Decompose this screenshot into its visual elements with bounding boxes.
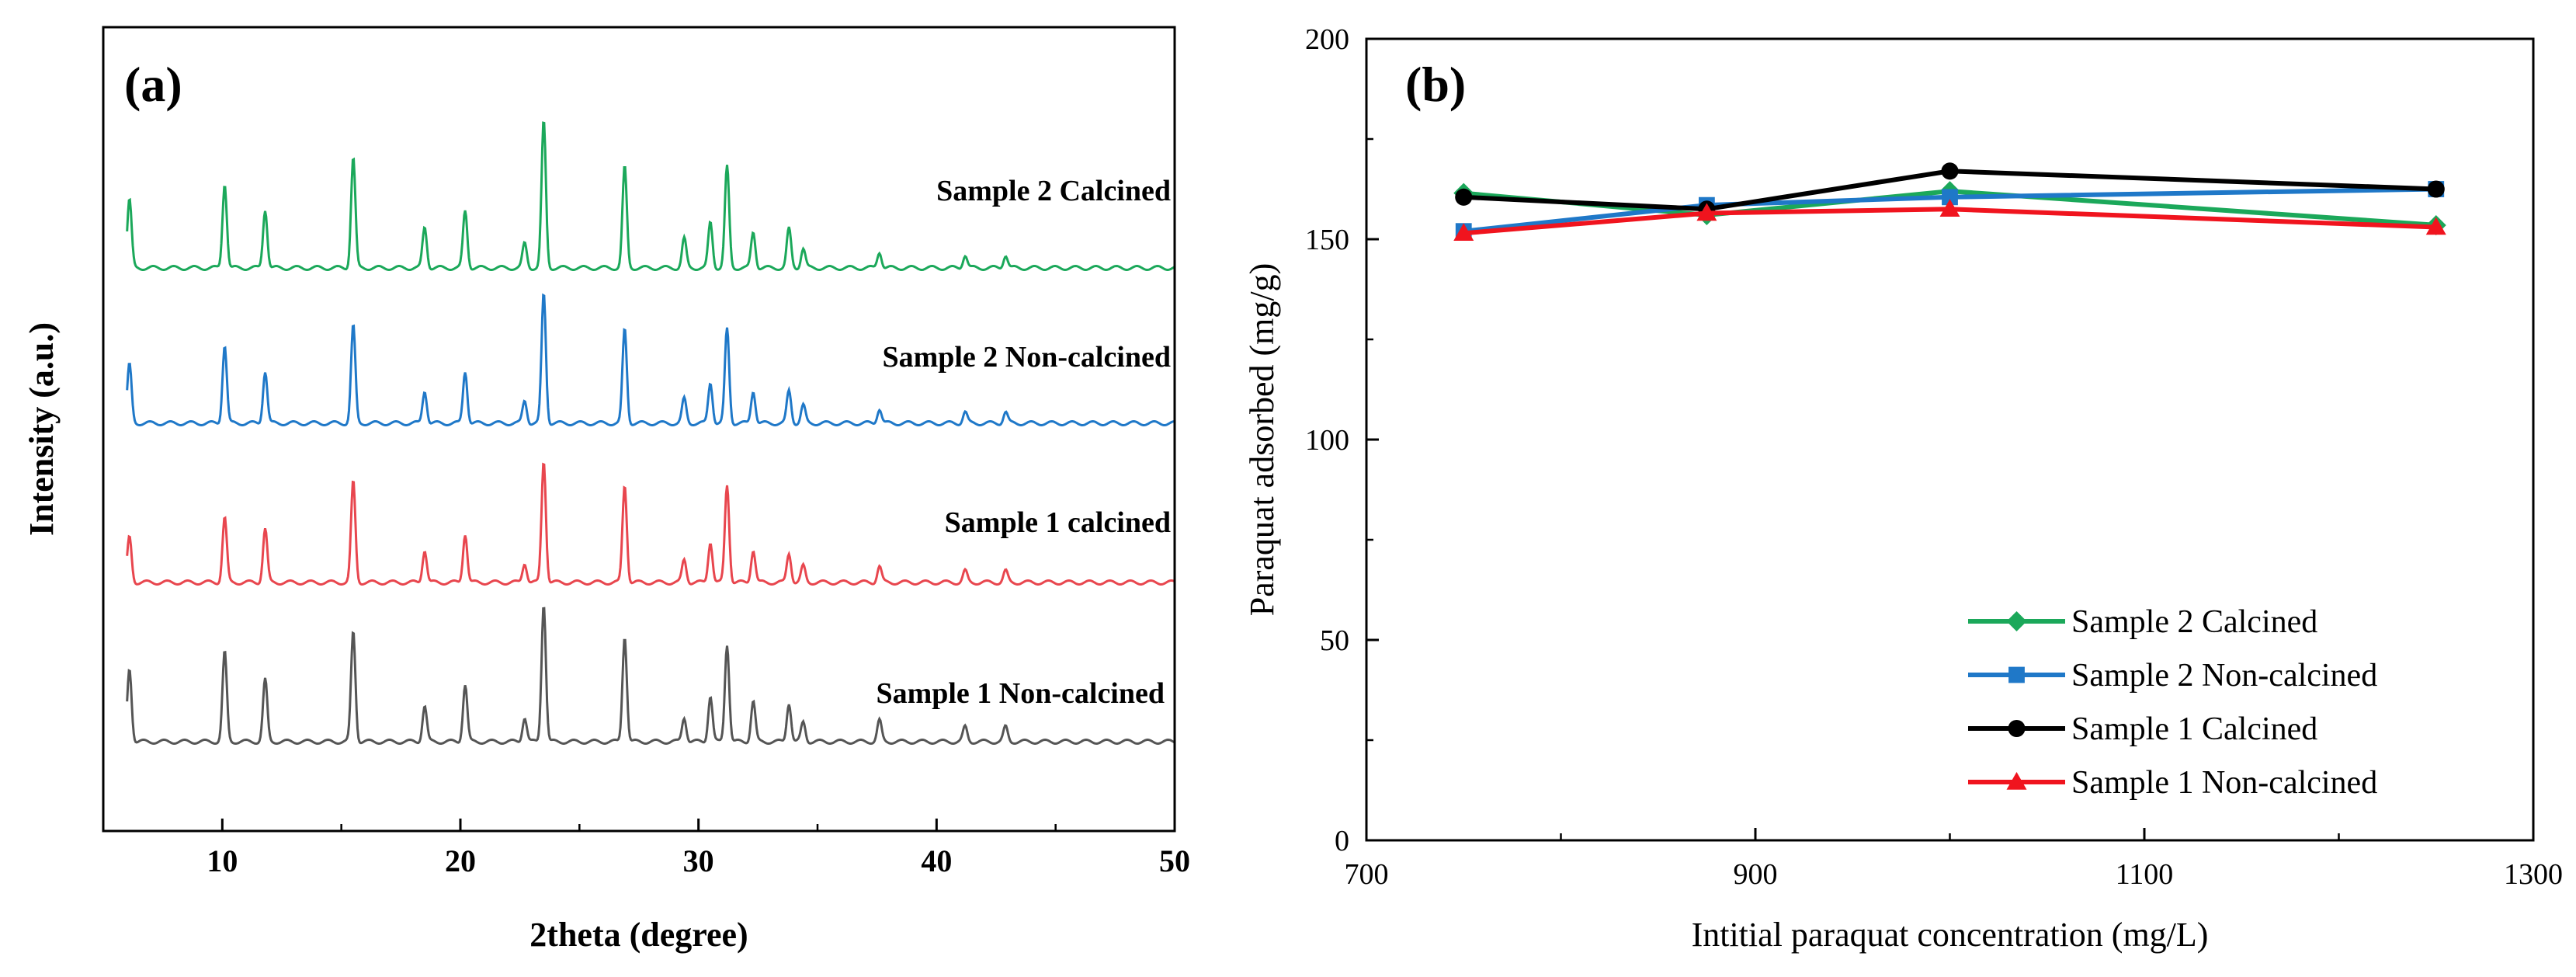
xrd-trace-label: Sample 1 calcined — [945, 506, 1171, 539]
xrd-traces — [126, 121, 1175, 746]
legend: Sample 2 Calcined Sample 2 Non-calcined Sa… — [1968, 604, 2377, 801]
xrd-x-tick-label: 10 — [207, 843, 238, 878]
adsorption-x-tick-label: 1100 — [2116, 858, 2174, 891]
data-point — [2427, 180, 2445, 198]
adsorption-plot-frame — [1365, 37, 2535, 842]
series-line — [1463, 169, 2436, 212]
adsorption-panel: 700 900 1100 1300 0 50 100 150 200 (b) Intitial … — [1243, 23, 2563, 954]
adsorption-y-tick-label: 200 — [1305, 23, 1349, 56]
xrd-trace — [126, 293, 1175, 427]
data-point — [2008, 666, 2025, 683]
data-point — [1941, 162, 1959, 180]
data-series — [1455, 162, 2445, 218]
legend-label: Sample 2 Calcined — [2071, 604, 2317, 640]
xrd-trace-label: Sample 2 Calcined — [936, 175, 1171, 207]
adsorption-y-tick-label: 150 — [1305, 224, 1349, 256]
adsorption-y-axis-label: Paraquat adsorbed (mg/g) — [1243, 263, 1281, 617]
data-point — [2008, 719, 2026, 738]
data-point — [1942, 189, 1958, 206]
xrd-trace-labels: Sample 2 Calcined Sample 2 Non-calcined Sa… — [876, 175, 1171, 710]
series-line — [1463, 186, 2436, 234]
xrd-plot-frame — [102, 26, 1176, 833]
legend-label: Sample 1 Non-calcined — [2071, 765, 2377, 801]
xrd-trace — [126, 607, 1175, 746]
adsorption-y-tick-label: 50 — [1320, 624, 1349, 657]
xrd-x-tick-label: 30 — [683, 843, 714, 878]
adsorption-y-tick-label: 0 — [1335, 825, 1349, 857]
data-point — [1455, 188, 1473, 206]
xrd-trace-label: Sample 2 Non-calcined — [882, 341, 1171, 374]
data-point — [1939, 199, 1960, 217]
adsorption-x-axis-label: Intitial paraquat concentration (mg/L) — [1692, 916, 2209, 954]
legend-label: Sample 1 Calcined — [2071, 711, 2317, 747]
xrd-trace — [126, 462, 1175, 586]
adsorption-series — [1453, 162, 2446, 242]
data-series — [1453, 199, 2446, 242]
xrd-y-axis-label: Intensity (a.u.) — [23, 322, 61, 536]
panel-label-a: (a) — [124, 57, 182, 112]
data-point — [2006, 772, 2027, 790]
xrd-x-tick-label: 50 — [1159, 843, 1190, 878]
data-point — [2006, 611, 2027, 631]
panel-label-b: (b) — [1405, 57, 1466, 112]
adsorption-y-tick-label: 100 — [1305, 424, 1349, 457]
data-point — [2425, 217, 2446, 235]
xrd-panel: Sample 2 Calcined Sample 2 Non-calcined Sa… — [23, 26, 1190, 954]
xrd-x-ticks: 10 20 30 40 50 — [102, 819, 1190, 878]
xrd-trace — [126, 121, 1175, 272]
xrd-trace-label: Sample 1 Non-calcined — [876, 677, 1165, 710]
xrd-x-tick-label: 20 — [445, 843, 476, 878]
adsorption-x-tick-label: 1300 — [2504, 858, 2563, 891]
adsorption-x-tick-label: 900 — [1734, 858, 1778, 891]
xrd-x-tick-label: 40 — [921, 843, 952, 878]
xrd-x-axis-label: 2theta (degree) — [529, 916, 748, 954]
adsorption-x-tick-label: 700 — [1345, 858, 1389, 891]
adsorption-ticks: 700 900 1100 1300 0 50 100 150 200 — [1305, 23, 2563, 891]
data-point — [1696, 203, 1717, 221]
legend-label: Sample 2 Non-calcined — [2071, 658, 2377, 694]
data-point — [1453, 223, 1474, 242]
series-line — [1463, 207, 2436, 236]
